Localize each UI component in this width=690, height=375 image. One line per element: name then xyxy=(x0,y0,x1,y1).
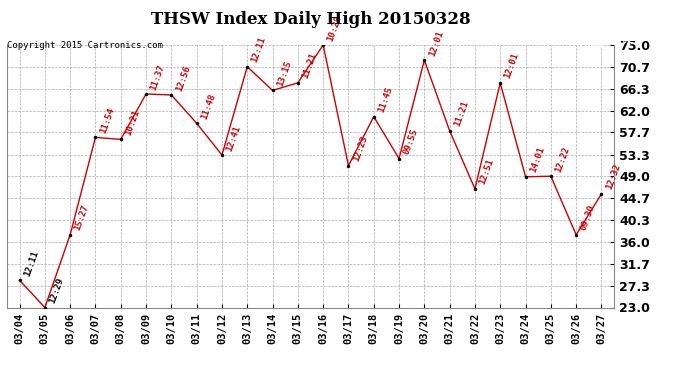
Text: 12:23: 12:23 xyxy=(351,135,369,163)
Text: 15:27: 15:27 xyxy=(73,204,90,232)
Text: 12:29: 12:29 xyxy=(48,276,66,305)
Text: 14:01: 14:01 xyxy=(529,146,546,174)
Text: 11:21: 11:21 xyxy=(301,52,318,80)
Text: 11:21: 11:21 xyxy=(453,100,470,128)
Text: 12:11: 12:11 xyxy=(250,36,268,64)
Text: 10:21: 10:21 xyxy=(124,108,141,136)
Text: 11:37: 11:37 xyxy=(149,63,166,91)
Text: 11:45: 11:45 xyxy=(377,86,394,114)
Text: 09:55: 09:55 xyxy=(402,128,420,156)
Text: 12:01: 12:01 xyxy=(503,52,521,80)
Text: 12:11: 12:11 xyxy=(22,249,40,278)
Text: THSW Index Daily High 20150328: THSW Index Daily High 20150328 xyxy=(150,11,471,28)
Text: 10:28: 10:28 xyxy=(326,14,344,42)
Text: 12:32: 12:32 xyxy=(604,163,622,191)
Text: 12:01: 12:01 xyxy=(427,29,445,57)
Text: 12:56: 12:56 xyxy=(174,64,192,92)
Text: 12:41: 12:41 xyxy=(225,124,242,152)
Text: 12:51: 12:51 xyxy=(477,158,495,186)
Text: 13:15: 13:15 xyxy=(275,59,293,88)
Text: 09:30: 09:30 xyxy=(579,204,597,232)
Text: Copyright 2015 Cartronics.com: Copyright 2015 Cartronics.com xyxy=(7,41,163,50)
Text: 11:54: 11:54 xyxy=(98,106,116,135)
Text: THSW  (°F): THSW (°F) xyxy=(578,39,640,49)
Text: 11:48: 11:48 xyxy=(199,92,217,120)
Text: 12:22: 12:22 xyxy=(553,145,571,174)
